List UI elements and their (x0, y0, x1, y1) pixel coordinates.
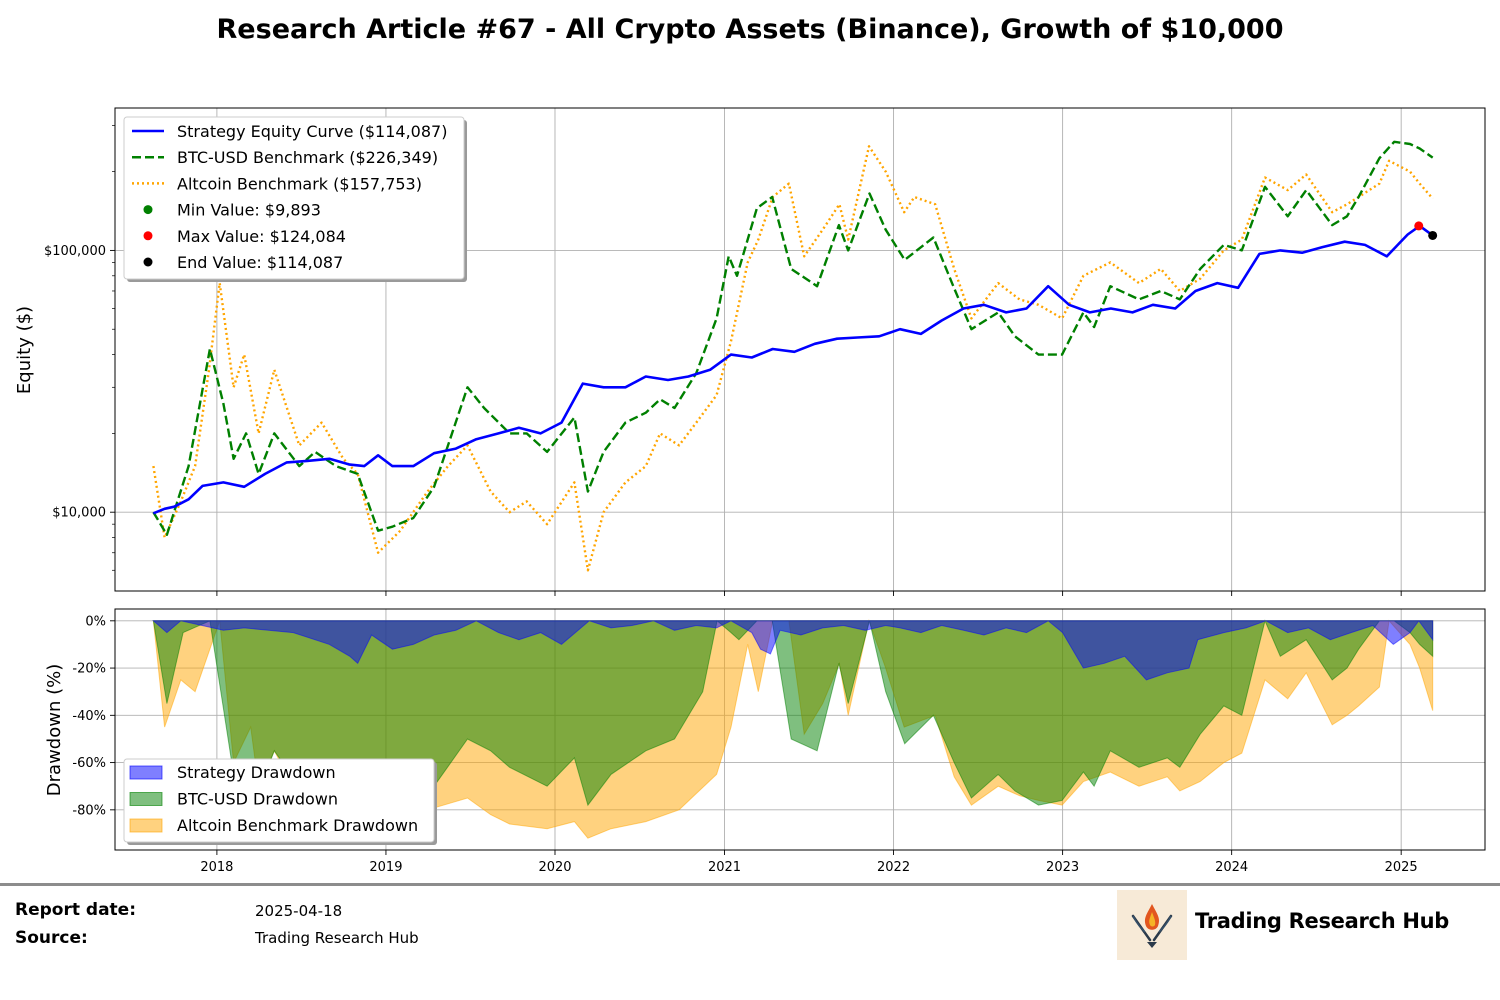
max-value-marker (1414, 221, 1424, 231)
equity-y-tick-label: $10,000 (52, 506, 106, 521)
end-value-marker (1428, 230, 1438, 240)
report-date-value: 2025-04-18 (255, 902, 343, 920)
drawdown-y-tick-label: -60% (72, 756, 106, 771)
equity-legend-label: Min Value: $9,893 (177, 201, 321, 220)
equity-legend-label: BTC-USD Benchmark ($226,349) (177, 148, 438, 167)
equity-y-tick-label: $100,000 (44, 244, 106, 259)
equity-legend-label: Strategy Equity Curve ($114,087) (177, 122, 447, 141)
equity-legend-label: Max Value: $124,084 (177, 227, 346, 246)
x-tick-label: 2025 (1385, 860, 1418, 875)
equity-legend-box (123, 116, 465, 280)
flame-quill-emblem-icon (1117, 890, 1187, 960)
drawdown-y-tick-label: -80% (72, 803, 106, 818)
strategy-equity-line (152, 224, 1434, 515)
equity-legend-label: End Value: $114,087 (177, 253, 343, 272)
drawdown-y-tick-label: -40% (72, 709, 106, 724)
source-value: Trading Research Hub (255, 929, 419, 947)
equity-legend-label: Altcoin Benchmark ($157,753) (177, 174, 422, 193)
chart-title: Research Article #67 - All Crypto Assets… (216, 14, 1284, 45)
drawdown-legend-swatch (129, 818, 163, 833)
drawdown-legend-label: BTC-USD Drawdown (177, 790, 338, 809)
x-tick-label: 2018 (200, 860, 233, 875)
report-date-label: Report date: (15, 900, 136, 920)
drawdown-y-axis-label: Drawdown (%) (44, 664, 65, 796)
footer-divider (0, 883, 1500, 886)
drawdown-y-tick-label: -20% (72, 662, 106, 677)
x-tick-label: 2021 (708, 860, 741, 875)
drawdown-legend-label: Strategy Drawdown (177, 763, 336, 782)
strategy-drawdown-area (152, 619, 1434, 681)
logo-wordmark: Trading Research Hub (1195, 909, 1450, 933)
x-tick-label: 2019 (369, 860, 402, 875)
equity-y-axis-label: Equity ($) (14, 306, 35, 394)
drawdown-legend-label: Altcoin Benchmark Drawdown (177, 816, 418, 835)
x-tick-label: 2024 (1215, 860, 1248, 875)
drawdown-legend-box (123, 758, 435, 843)
drawdown-y-tick-label: 0% (85, 614, 106, 629)
drawdown-legend-swatch (129, 765, 163, 780)
drawdown-legend-swatch (129, 792, 163, 806)
source-label: Source: (15, 928, 88, 948)
drawdown-plot-frame (114, 608, 1486, 851)
x-tick-label: 2022 (877, 860, 910, 875)
x-tick-label: 2020 (538, 860, 571, 875)
equity-plot-frame (114, 107, 1486, 592)
legend-marker-swatch (143, 231, 153, 241)
legend-marker-swatch (143, 257, 153, 267)
legend-marker-swatch (143, 205, 153, 215)
btc-benchmark-line (152, 140, 1434, 536)
x-tick-label: 2023 (1046, 860, 1079, 875)
